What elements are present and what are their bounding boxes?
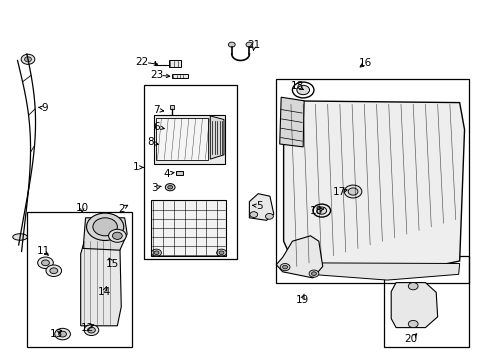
- Text: 15: 15: [105, 258, 119, 269]
- Polygon shape: [81, 232, 121, 326]
- Text: 17: 17: [332, 186, 346, 197]
- Bar: [170, 105, 174, 109]
- Circle shape: [167, 185, 172, 189]
- Text: 16: 16: [358, 58, 372, 68]
- Circle shape: [84, 325, 99, 336]
- Polygon shape: [279, 97, 304, 147]
- Text: 13: 13: [49, 329, 63, 339]
- Bar: [172, 74, 187, 78]
- Circle shape: [407, 283, 417, 290]
- Circle shape: [50, 268, 58, 274]
- Circle shape: [265, 213, 273, 219]
- Polygon shape: [210, 116, 224, 159]
- Circle shape: [219, 251, 224, 255]
- Text: 6: 6: [153, 122, 160, 132]
- Polygon shape: [83, 218, 127, 250]
- Bar: [154, 115, 224, 164]
- Circle shape: [38, 257, 53, 269]
- Bar: [168, 60, 181, 67]
- Circle shape: [154, 251, 159, 255]
- Text: 7: 7: [153, 105, 160, 115]
- Text: 5: 5: [255, 201, 262, 211]
- Text: 18: 18: [290, 81, 304, 91]
- Text: 19: 19: [295, 294, 308, 305]
- Text: 11: 11: [36, 246, 50, 256]
- Circle shape: [245, 42, 252, 47]
- Circle shape: [24, 57, 31, 62]
- Circle shape: [151, 249, 161, 256]
- Circle shape: [347, 188, 357, 195]
- Polygon shape: [249, 194, 273, 220]
- Text: 18: 18: [309, 206, 323, 216]
- Bar: [276, 79, 468, 283]
- Circle shape: [93, 218, 117, 236]
- Circle shape: [282, 265, 287, 269]
- Bar: [156, 118, 207, 160]
- Circle shape: [112, 232, 122, 239]
- Text: 22: 22: [135, 57, 148, 67]
- Circle shape: [311, 272, 316, 275]
- Bar: [144, 85, 237, 259]
- Circle shape: [316, 207, 326, 214]
- Bar: [150, 200, 226, 256]
- Text: 9: 9: [41, 103, 48, 113]
- Circle shape: [21, 54, 35, 64]
- Circle shape: [249, 212, 257, 217]
- Circle shape: [407, 320, 417, 328]
- Bar: [27, 212, 132, 347]
- Circle shape: [41, 260, 49, 266]
- Ellipse shape: [13, 234, 27, 240]
- Text: 3: 3: [151, 183, 158, 193]
- Text: 2: 2: [118, 204, 124, 214]
- Polygon shape: [390, 283, 437, 328]
- Circle shape: [216, 249, 226, 256]
- Text: 14: 14: [97, 287, 111, 297]
- Text: 21: 21: [247, 40, 261, 50]
- Text: 12: 12: [80, 323, 94, 333]
- Text: 10: 10: [76, 203, 88, 213]
- Polygon shape: [292, 263, 459, 280]
- Circle shape: [280, 264, 289, 271]
- Circle shape: [46, 265, 61, 276]
- Text: 4: 4: [163, 168, 169, 179]
- Polygon shape: [283, 101, 464, 277]
- Circle shape: [344, 185, 361, 198]
- Text: 23: 23: [149, 70, 163, 80]
- Circle shape: [108, 229, 126, 242]
- Text: 20: 20: [404, 334, 416, 345]
- Bar: [176, 171, 183, 175]
- Circle shape: [87, 327, 95, 333]
- Text: 8: 8: [147, 137, 154, 147]
- Circle shape: [86, 213, 123, 240]
- Circle shape: [308, 270, 318, 277]
- Polygon shape: [276, 236, 322, 278]
- Circle shape: [165, 184, 175, 191]
- Text: 1: 1: [132, 162, 139, 172]
- Circle shape: [296, 85, 309, 95]
- Circle shape: [228, 42, 235, 47]
- Circle shape: [55, 328, 70, 340]
- Bar: [383, 256, 468, 347]
- Circle shape: [59, 331, 66, 337]
